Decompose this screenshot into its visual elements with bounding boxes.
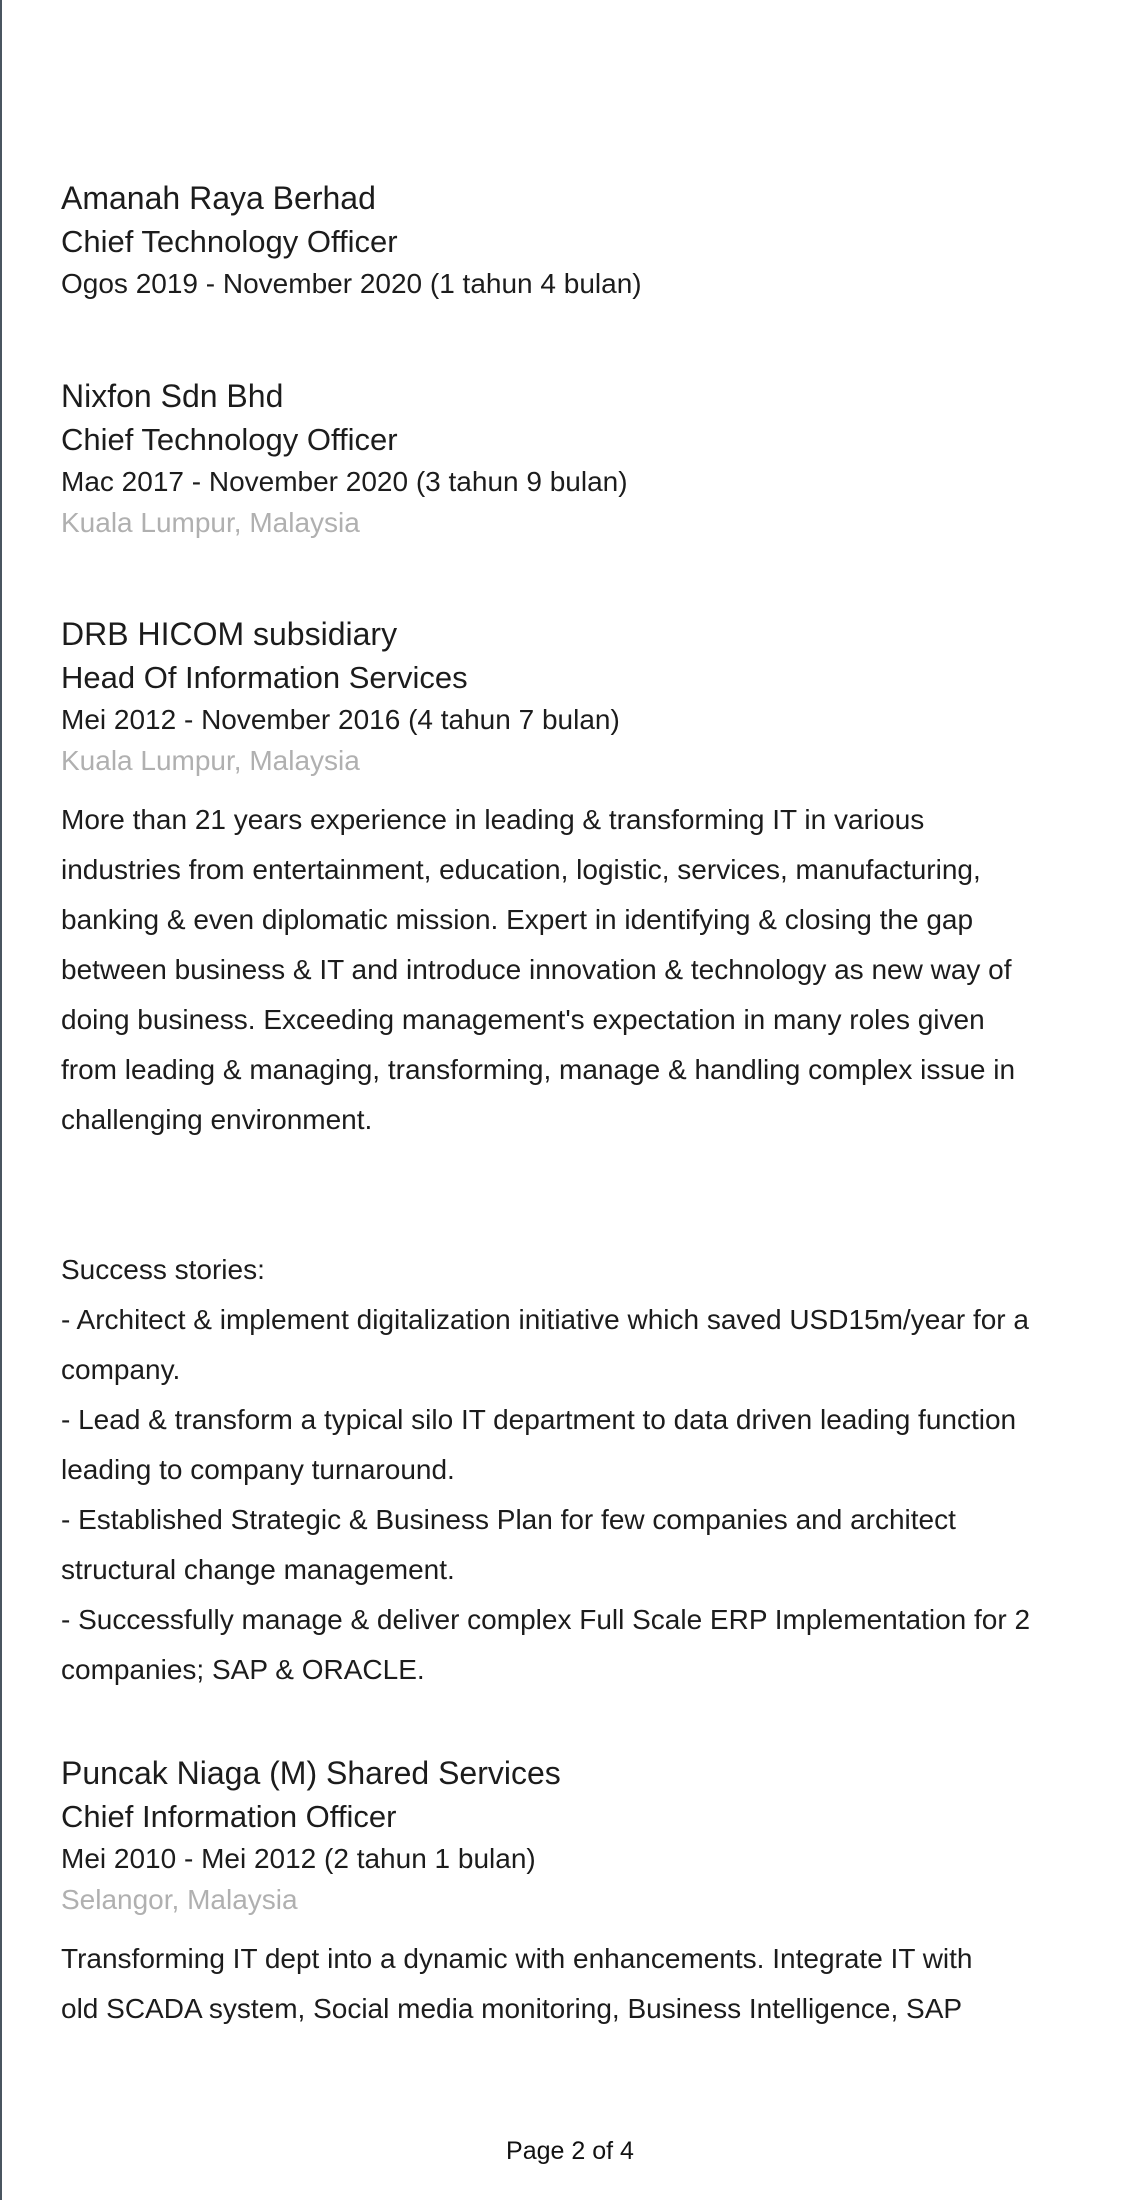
job-location: Selangor, Malaysia bbox=[61, 1884, 298, 1915]
job-title: Chief Information Officer bbox=[61, 1799, 397, 1834]
job-location: Kuala Lumpur, Malaysia bbox=[61, 745, 360, 776]
experience-entry-puncak-niaga: Puncak Niaga (M) Shared Services Chief I… bbox=[61, 1751, 1081, 2034]
employment-dates: Ogos 2019 - November 2020 (1 tahun 4 bul… bbox=[61, 268, 642, 299]
job-description: Transforming IT dept into a dynamic with… bbox=[61, 1943, 973, 2024]
job-title: Chief Technology Officer bbox=[61, 224, 398, 259]
employment-dates: Mac 2017 - November 2020 (3 tahun 9 bula… bbox=[61, 466, 628, 497]
employment-dates: Mei 2012 - November 2016 (4 tahun 7 bula… bbox=[61, 704, 620, 735]
company-name: Nixfon Sdn Bhd bbox=[61, 378, 284, 414]
experience-entry-nixfon: Nixfon Sdn Bhd Chief Technology Officer … bbox=[61, 374, 1081, 543]
page-number: Page 2 of 4 bbox=[506, 2137, 634, 2165]
job-description: More than 21 years experience in leading… bbox=[61, 804, 1031, 1685]
company-name: DRB HICOM subsidiary bbox=[61, 616, 398, 652]
job-title: Chief Technology Officer bbox=[61, 422, 398, 457]
experience-entry-drb-hicom: DRB HICOM subsidiary Head Of Information… bbox=[61, 612, 1081, 1695]
resume-page: Amanah Raya Berhad Chief Technology Offi… bbox=[61, 176, 1081, 2034]
company-name: Puncak Niaga (M) Shared Services bbox=[61, 1755, 561, 1791]
employment-dates: Mei 2010 - Mei 2012 (2 tahun 1 bulan) bbox=[61, 1843, 536, 1874]
page-left-border bbox=[0, 0, 2, 2200]
company-name: Amanah Raya Berhad bbox=[61, 180, 376, 216]
job-location: Kuala Lumpur, Malaysia bbox=[61, 507, 360, 538]
experience-entry-amanah-raya: Amanah Raya Berhad Chief Technology Offi… bbox=[61, 176, 1081, 304]
job-title: Head Of Information Services bbox=[61, 660, 468, 695]
